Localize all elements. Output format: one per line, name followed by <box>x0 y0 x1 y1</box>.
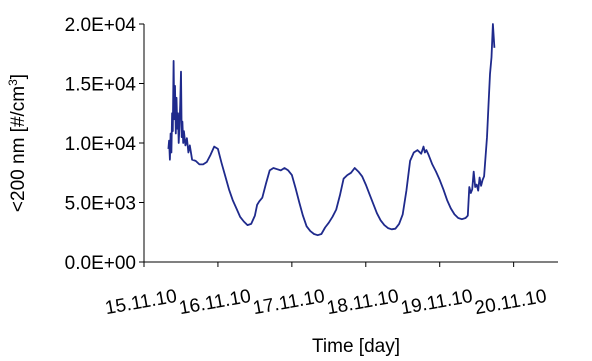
y-axis-ticks: 0.0E+00 5.0E+03 1.0E+04 1.5E+04 2.0E+04 <box>65 15 144 274</box>
series-line <box>167 23 496 237</box>
y-axis-title-superscript: 3 <box>6 79 20 86</box>
y-tick-label: 5.0E+03 <box>65 194 136 215</box>
x-axis-ticks: 15.11.1016.11.1017.11.1018.11.1019.11.10… <box>103 262 548 319</box>
y-axis-title-main: <200 nm [#/cm <box>8 86 29 212</box>
y-axis-title: <200 nm [#/cm3] <box>6 74 29 212</box>
y-tick-label: 2.0E+04 <box>65 15 137 36</box>
y-tick-label: 1.0E+04 <box>65 134 137 155</box>
x-tick-label: 18.11.10 <box>325 286 400 319</box>
y-axis-title-suffix: ] <box>8 74 29 79</box>
x-tick-label: 20.11.10 <box>473 286 548 319</box>
x-tick-label: 15.11.10 <box>103 286 178 319</box>
y-tick-label: 1.5E+04 <box>65 75 137 96</box>
y-tick-label: 0.0E+00 <box>65 253 136 274</box>
x-tick-label: 19.11.10 <box>399 286 474 319</box>
x-tick-label: 17.11.10 <box>251 286 326 319</box>
x-axis-title: Time [day] <box>312 336 400 357</box>
x-tick-label: 16.11.10 <box>177 286 252 319</box>
